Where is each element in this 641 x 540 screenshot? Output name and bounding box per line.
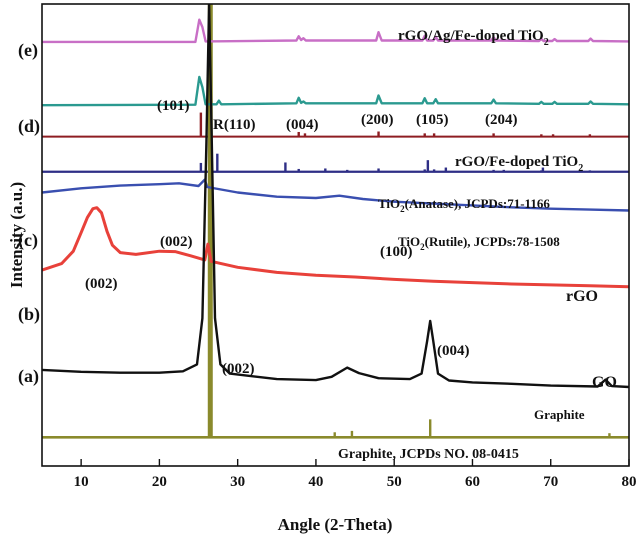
series-label-rgo: rGO: [566, 288, 598, 305]
x-tick-label-80: 80: [622, 474, 637, 490]
x-tick-label-10: 10: [74, 474, 89, 490]
x-tick-label-40: 40: [308, 474, 323, 490]
series-line-a: [42, 4, 629, 389]
y-axis-label: Intensity (a.u.): [7, 182, 26, 288]
peak-label-002-b: (002): [85, 276, 118, 292]
x-tick-label-50: 50: [387, 474, 402, 490]
peak-label-101: (101): [157, 98, 190, 114]
series-line-b: [42, 206, 629, 289]
series-rgo_fe_tio2: [42, 112, 629, 138]
curve-label-b: (b): [18, 304, 40, 325]
x-tick-label-70: 70: [543, 474, 558, 490]
line-layer: [42, 4, 629, 389]
series-label-go: GO: [592, 374, 617, 391]
plot-frame: [41, 3, 630, 467]
peak-label-200: (200): [361, 112, 394, 128]
curve-label-c: (c): [18, 230, 38, 251]
peak-label-100: (100): [380, 244, 413, 260]
series-label-rutile: TiO2(Rutile), JCPDs:78-1508: [398, 234, 560, 252]
x-tick-label-20: 20: [152, 474, 167, 490]
series-label-graphite: Graphite: [534, 407, 585, 422]
peak-label-002-a: (002): [222, 361, 255, 377]
series-label-graphite-ref: Graphite, JCPDs NO. 08-0415: [338, 447, 519, 462]
series-label-rgo-fe-tio2: rGO/Fe-doped TiO2: [455, 154, 583, 174]
series-rutile: [42, 153, 629, 173]
series-line-c: [42, 178, 629, 212]
curve-label-e: (e): [18, 40, 38, 61]
peak-label-204: (204): [485, 112, 518, 128]
peak-label-105: (105): [416, 112, 449, 128]
series-line-d: [42, 75, 629, 107]
curve-label-d: (d): [18, 116, 40, 137]
x-tick-label-60: 60: [465, 474, 480, 490]
peak-label-004-a: (004): [437, 343, 470, 359]
peak-label-002-c: (002): [160, 234, 193, 250]
x-axis-ticks: 10 20 30 40 50 60 70 80: [74, 459, 637, 490]
peak-label-004-d: (004): [286, 117, 319, 133]
x-tick-label-30: 30: [230, 474, 245, 490]
curve-label-a: (a): [18, 366, 39, 387]
peak-label-r110: R(110): [213, 117, 256, 133]
x-axis-label: Angle (2-Theta): [278, 515, 393, 534]
series-line-e: [42, 18, 629, 44]
series-label-e: rGO/Ag/Fe-doped TiO2: [398, 28, 549, 48]
series-label-anatase: TiO2(Anatase), JCPDs:71-1166: [378, 196, 550, 214]
